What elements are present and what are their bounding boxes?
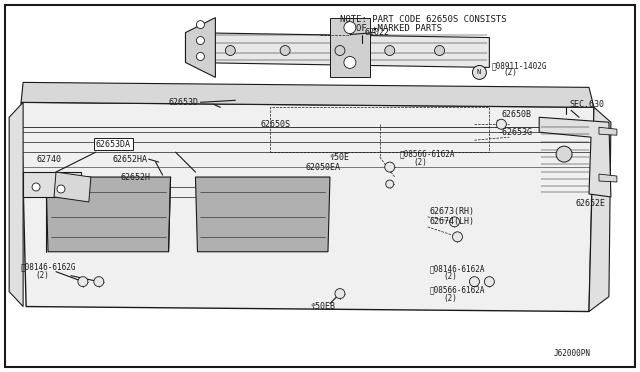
Polygon shape	[21, 102, 594, 311]
Polygon shape	[23, 172, 81, 197]
Circle shape	[57, 185, 65, 193]
Text: 62650B: 62650B	[501, 110, 531, 119]
Text: 62674(LH): 62674(LH)	[429, 217, 475, 227]
Circle shape	[32, 183, 40, 191]
Circle shape	[386, 180, 394, 188]
Text: Ⓝ08566-6162A: Ⓝ08566-6162A	[429, 285, 485, 294]
Text: ⒲08146-6162G: ⒲08146-6162G	[21, 262, 77, 271]
Text: OF ★MARKED PARTS: OF ★MARKED PARTS	[356, 24, 442, 33]
Circle shape	[225, 45, 236, 55]
Circle shape	[344, 57, 356, 68]
Text: 62022: 62022	[365, 28, 390, 37]
Circle shape	[385, 162, 395, 172]
Text: 62653DA: 62653DA	[96, 140, 131, 149]
Circle shape	[94, 277, 104, 286]
Text: ☦50E: ☦50E	[330, 153, 350, 161]
Circle shape	[335, 45, 345, 55]
Polygon shape	[46, 177, 171, 252]
Circle shape	[385, 45, 395, 55]
Polygon shape	[195, 177, 330, 252]
Text: (2): (2)	[444, 294, 458, 303]
Polygon shape	[54, 172, 91, 202]
Text: 62652H: 62652H	[121, 173, 151, 182]
Text: ⒲08146-6162A: ⒲08146-6162A	[429, 264, 485, 273]
Circle shape	[484, 277, 494, 286]
Polygon shape	[599, 174, 617, 182]
Circle shape	[196, 52, 204, 61]
Text: (2): (2)	[35, 271, 49, 280]
Text: J62000PN: J62000PN	[554, 349, 591, 358]
Circle shape	[280, 45, 290, 55]
Bar	[270, 107, 490, 152]
Text: 62650S: 62650S	[260, 120, 290, 129]
Polygon shape	[589, 107, 611, 311]
Text: ⓝ08911-1402G: ⓝ08911-1402G	[492, 61, 547, 70]
Circle shape	[556, 146, 572, 162]
Text: (2): (2)	[413, 158, 428, 167]
Circle shape	[449, 217, 460, 227]
Text: 62050EA: 62050EA	[305, 163, 340, 171]
Text: 62652E: 62652E	[575, 199, 605, 208]
Polygon shape	[330, 17, 370, 77]
Text: N: N	[476, 70, 481, 76]
Circle shape	[78, 277, 88, 286]
Text: 62652HA: 62652HA	[113, 155, 148, 164]
Circle shape	[435, 45, 445, 55]
Text: Ⓝ08566-6162A: Ⓝ08566-6162A	[400, 150, 455, 158]
Polygon shape	[599, 127, 617, 135]
Polygon shape	[539, 117, 611, 197]
Circle shape	[469, 277, 479, 286]
Circle shape	[344, 22, 356, 33]
Circle shape	[452, 232, 463, 242]
Text: (2): (2)	[444, 272, 458, 281]
Polygon shape	[186, 33, 490, 67]
Text: 62740: 62740	[36, 155, 61, 164]
Text: -62653G: -62653G	[497, 128, 532, 137]
Text: 62653D: 62653D	[168, 98, 198, 107]
Text: NOTE: PART CODE 62650S CONSISTS: NOTE: PART CODE 62650S CONSISTS	[340, 15, 506, 24]
Polygon shape	[9, 102, 23, 307]
Circle shape	[497, 119, 506, 129]
Circle shape	[196, 20, 204, 29]
Text: (2): (2)	[503, 68, 517, 77]
Circle shape	[196, 36, 204, 45]
Text: ☦50EB: ☦50EB	[310, 302, 335, 311]
Circle shape	[472, 65, 486, 79]
Circle shape	[335, 289, 345, 299]
Polygon shape	[21, 82, 594, 107]
Text: SEC.630: SEC.630	[569, 100, 604, 109]
Polygon shape	[186, 17, 216, 77]
Text: 62673(RH): 62673(RH)	[429, 208, 475, 217]
